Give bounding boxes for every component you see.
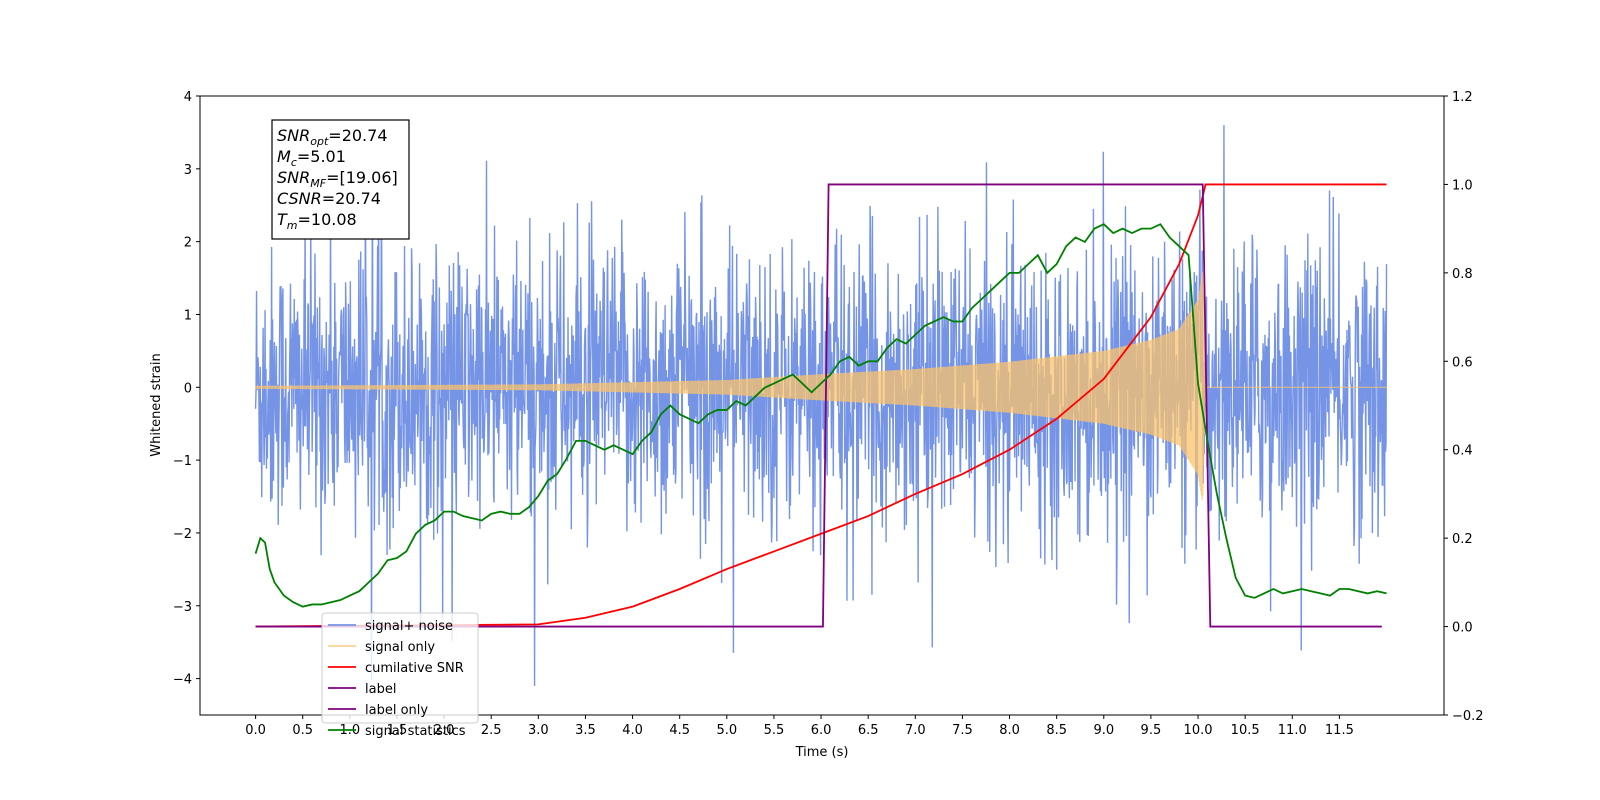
x-tick-label: 8.5: [1046, 723, 1067, 738]
x-tick-label: 10.5: [1231, 723, 1260, 738]
x-tick-label: 9.5: [1141, 723, 1162, 738]
x-tick-label: 7.0: [905, 723, 926, 738]
stats-annotation: SNRopt=20.74Mc=5.01SNRMF=[19.06]CSNR=20.…: [271, 119, 410, 240]
legend: signal+ noise signal only cumilative SNR la…: [321, 612, 479, 739]
left-y-axis-label: Whitened strain: [149, 353, 164, 456]
series-signal-only-line: [255, 271, 1387, 501]
x-tick-label: 11.0: [1278, 723, 1307, 738]
series-signal-statistics-line: [254, 223, 1387, 608]
left-y-tick-label: −4: [173, 673, 192, 688]
annotation-symbol: SNR: [277, 126, 310, 145]
x-tick-label: 3.5: [575, 723, 596, 738]
annotation-symbol: CSNR: [277, 189, 322, 208]
left-y-tick-label: 4: [184, 90, 192, 105]
legend-entry-label: signal+ noise: [365, 619, 453, 634]
left-y-tick-label: 3: [184, 163, 192, 178]
right-y-tick-label: 0.0: [1452, 621, 1473, 636]
right-y-tick-label: 0.4: [1452, 444, 1473, 459]
x-tick-label: 9.0: [1093, 723, 1114, 738]
x-tick-label: 4.0: [622, 723, 643, 738]
annotation-line: Mc=5.01: [277, 147, 346, 169]
x-tick-label: 5.5: [764, 723, 785, 738]
right-y-tick-label: 0.2: [1452, 532, 1473, 547]
annotation-line: CSNR=20.74: [277, 189, 381, 208]
right-y-tick-label: 1.2: [1452, 90, 1473, 105]
x-tick-label: 2.0: [434, 723, 455, 738]
left-y-tick-label: 2: [184, 236, 192, 251]
x-tick-label: 0.0: [245, 723, 266, 738]
left-y-tick-label: −1: [173, 454, 192, 469]
series-label-line: [255, 183, 1382, 628]
annotation-subscript: m: [287, 219, 298, 232]
x-tick-label: 11.5: [1325, 723, 1354, 738]
x-tick-label: 5.0: [716, 723, 737, 738]
x-tick-label: 10.0: [1184, 723, 1213, 738]
annotation-subscript: opt: [310, 135, 329, 148]
left-y-tick-label: −3: [173, 600, 192, 615]
x-axis-ticks: 0.0 0.5 1.0 1.5 2.0 2.5 3.0 3.5 4.0 4.5 5.0 5.5 6.0 6…: [245, 715, 1354, 738]
annotation-value: =20.74: [328, 126, 387, 145]
annotation-line: SNRopt=20.74: [277, 126, 388, 148]
annotation-subscript: c: [291, 156, 297, 169]
right-y-tick-label: 0.6: [1452, 355, 1473, 370]
legend-entry-label: label only: [365, 703, 428, 718]
x-tick-label: 7.5: [952, 723, 973, 738]
x-axis-label: Time (s): [795, 745, 849, 760]
annotation-value: =20.74: [322, 189, 381, 208]
left-y-tick-label: 0: [184, 381, 192, 396]
right-y-axis-ticks: 1.2 1.0 0.8 0.6 0.4 0.2 0.0 −0.2: [1444, 90, 1484, 724]
annotation-value: =[19.06]: [326, 168, 398, 187]
legend-entry-label: cumilative SNR: [365, 661, 464, 676]
left-y-axis-ticks: 4 3 2 1 0 −1 −2 −3 −4: [173, 90, 200, 688]
left-y-tick-label: 1: [184, 308, 192, 323]
x-tick-label: 6.0: [811, 723, 832, 738]
right-y-tick-label: 1.0: [1452, 178, 1473, 193]
x-tick-label: 8.0: [999, 723, 1020, 738]
x-tick-label: 6.5: [858, 723, 879, 738]
annotation-symbol: M: [277, 147, 291, 166]
legend-entry-label: signal statistics: [365, 724, 466, 739]
series-cumulative-snr-line: [255, 183, 1387, 628]
annotation-value: =10.08: [298, 210, 357, 229]
annotation-frame: [271, 119, 410, 240]
plot-frame: [199, 95, 1445, 716]
annotation-line: SNRMF=[19.06]: [277, 168, 398, 190]
legend-frame: [321, 612, 479, 724]
right-y-tick-label: 0.8: [1452, 267, 1473, 282]
legend-entry-label: signal only: [365, 640, 435, 655]
x-tick-label: 0.5: [292, 723, 313, 738]
annotation-subscript: MF: [310, 177, 326, 190]
plot-area: [254, 125, 1388, 686]
left-y-tick-label: −2: [173, 527, 192, 542]
annotation-symbol: T: [277, 210, 288, 229]
annotation-symbol: SNR: [277, 168, 310, 187]
x-tick-label: 1.5: [387, 723, 408, 738]
annotation-value: =5.01: [297, 147, 346, 166]
x-tick-label: 2.5: [481, 723, 502, 738]
x-tick-label: 4.5: [669, 723, 690, 738]
x-tick-label: 3.0: [528, 723, 549, 738]
right-y-tick-label: −0.2: [1452, 709, 1484, 724]
annotation-line: Tm=10.08: [277, 210, 357, 232]
legend-entry-label: label: [365, 682, 396, 697]
